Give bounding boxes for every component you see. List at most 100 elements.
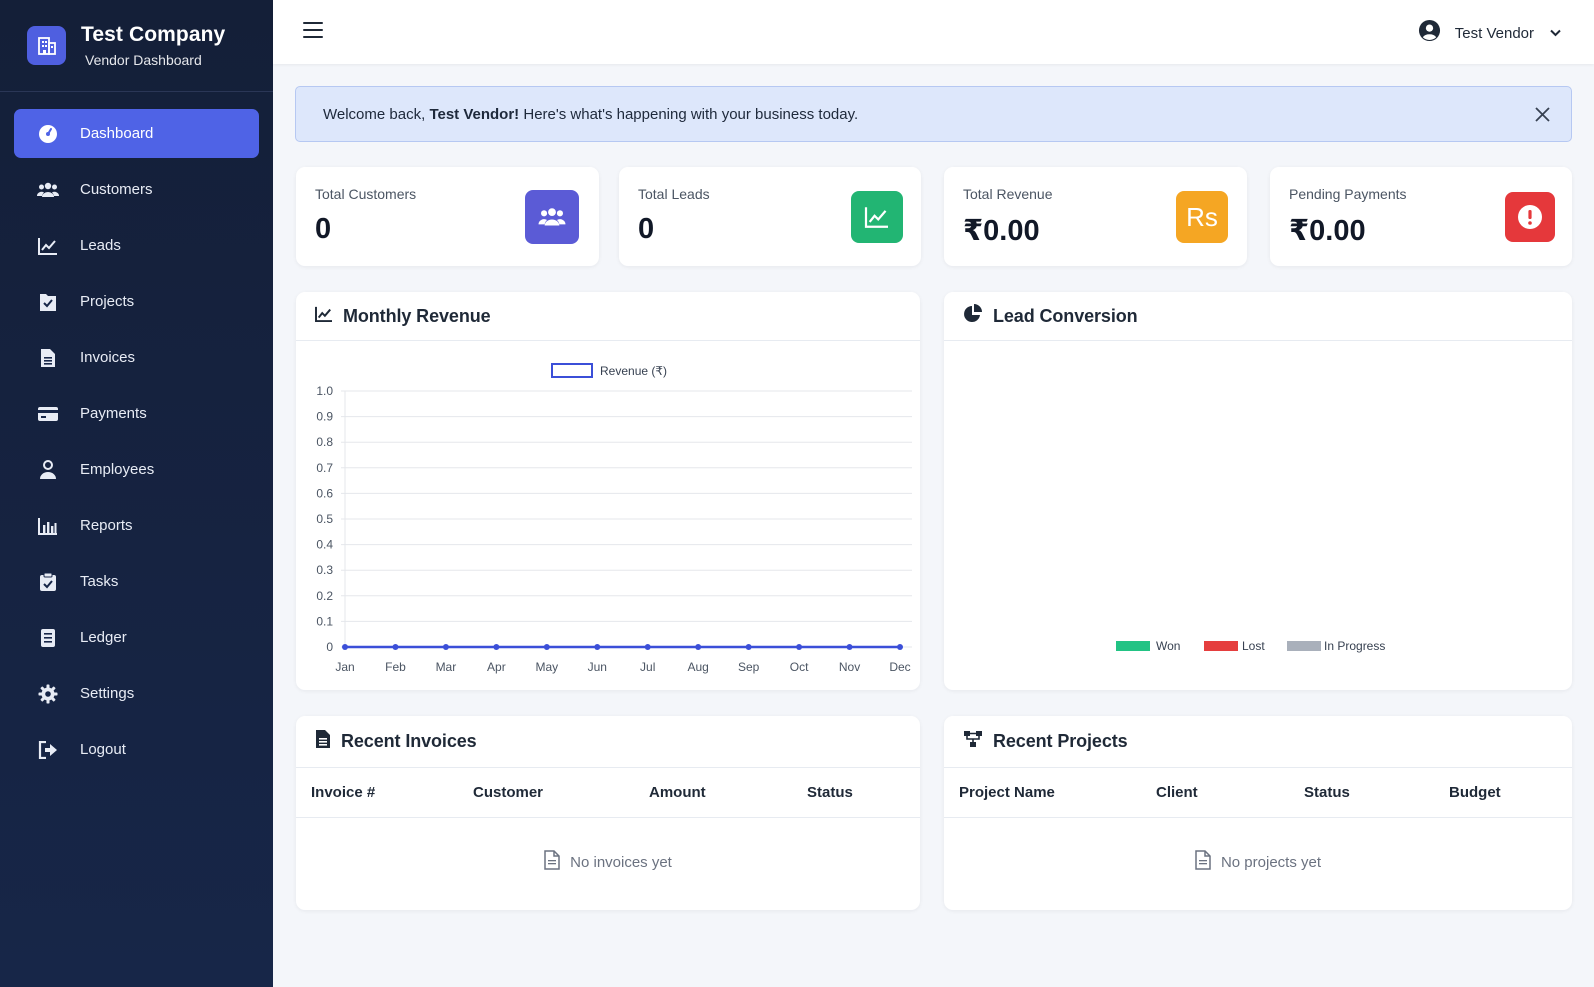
sidebar-item-payments[interactable]: Payments <box>14 389 259 438</box>
y-tick-label: 0.7 <box>316 461 333 475</box>
y-tick-label: 0.9 <box>316 410 333 424</box>
sidebar-item-label: Projects <box>80 293 135 310</box>
stat-card-pending-payments: Pending Payments ₹0.00 <box>1270 167 1572 266</box>
sidebar-item-reports[interactable]: Reports <box>14 501 259 550</box>
legend-label: In Progress <box>1324 639 1385 653</box>
column-header[interactable]: Client <box>1156 784 1198 801</box>
sidebar-item-label: Logout <box>80 741 126 758</box>
users-icon <box>525 190 579 244</box>
revenue-line-chart: 0 0.1 0.2 0.3 0.4 0.5 0.6 0.7 0.8 0.9 1.0 Jan Feb Mar… <box>316 363 912 674</box>
invoices-empty-state: No invoices yet <box>296 850 920 874</box>
sidebar-item-settings[interactable]: Settings <box>14 669 259 718</box>
users-icon <box>37 179 59 201</box>
sidebar-item-tasks[interactable]: Tasks <box>14 557 259 606</box>
card-header: Lead Conversion <box>944 292 1572 341</box>
stat-card-total-revenue: Total Revenue ₹0.00 Rs <box>944 167 1247 266</box>
folder-check-icon <box>37 291 59 313</box>
y-tick-label: 0.2 <box>316 589 333 603</box>
card-title: Recent Invoices <box>341 731 477 751</box>
dashboard-icon <box>37 123 59 145</box>
y-tick-label: 0.5 <box>316 512 333 526</box>
x-tick-label: Sep <box>738 660 760 674</box>
sidebar-item-dashboard[interactable]: Dashboard <box>14 109 259 158</box>
lead-conversion-card: Lead Conversion Won Lost In Progress <box>944 292 1572 690</box>
stat-label: Total Leads <box>638 186 710 202</box>
y-tick-label: 0.6 <box>316 486 333 500</box>
y-tick-label: 0.3 <box>316 563 333 577</box>
user-icon <box>37 459 59 481</box>
data-point <box>796 644 803 650</box>
sidebar-item-logout[interactable]: Logout <box>14 725 259 774</box>
stat-label: Total Revenue <box>963 186 1053 202</box>
sidebar-item-label: Ledger <box>80 629 127 646</box>
sidebar-item-projects[interactable]: Projects <box>14 277 259 326</box>
card-title: Monthly Revenue <box>343 305 491 326</box>
x-tick-label: Oct <box>790 660 809 674</box>
sidebar-item-employees[interactable]: Employees <box>14 445 259 494</box>
sidebar-item-leads[interactable]: Leads <box>14 221 259 270</box>
user-name: Test Vendor <box>1454 24 1534 42</box>
sidebar-item-label: Reports <box>80 517 133 534</box>
card-header: Monthly Revenue <box>296 292 920 341</box>
sidebar-item-label: Customers <box>80 181 153 198</box>
card-header: Recent Projects <box>944 716 1572 768</box>
sidebar-item-customers[interactable]: Customers <box>14 165 259 214</box>
legend-label: Lost <box>1242 639 1265 653</box>
legend-swatch <box>1287 641 1321 651</box>
bar-chart-icon <box>37 515 59 537</box>
menu-toggle-button[interactable] <box>303 22 323 40</box>
document-icon <box>315 729 331 754</box>
sidebar-item-label: Settings <box>80 685 135 702</box>
sidebar-nav: Dashboard Customers Leads Projects Invoi… <box>0 92 273 774</box>
stat-value: 0 <box>638 213 655 245</box>
legend-swatch <box>1116 641 1150 651</box>
data-point <box>846 644 853 650</box>
stat-label: Total Customers <box>315 186 417 202</box>
sidebar-item-invoices[interactable]: Invoices <box>14 333 259 382</box>
invoices-table-header: Invoice # Customer Amount Status <box>296 768 920 818</box>
legend-swatch-revenue <box>551 363 593 378</box>
legend-swatch <box>1204 641 1238 651</box>
column-header[interactable]: Status <box>1304 784 1350 801</box>
column-header[interactable]: Budget <box>1449 784 1501 801</box>
user-avatar-icon <box>1418 19 1441 47</box>
rupee-icon: Rs <box>1176 191 1228 243</box>
chart-line-icon <box>37 235 59 257</box>
x-tick-label: Dec <box>889 660 910 674</box>
sidebar-item-label: Tasks <box>80 573 119 590</box>
legend-label-revenue: Revenue (₹) <box>600 364 667 378</box>
column-header[interactable]: Project Name <box>959 784 1055 801</box>
recent-projects-card: Recent Projects Project Name Client Stat… <box>944 716 1572 910</box>
brand-subtitle: Vendor Dashboard <box>85 52 202 68</box>
column-header[interactable]: Invoice # <box>311 784 376 801</box>
chart-line-icon <box>851 191 903 243</box>
welcome-alert: Welcome back, Test Vendor! Here's what's… <box>295 86 1572 142</box>
column-header[interactable]: Status <box>807 784 853 801</box>
document-icon <box>37 347 59 369</box>
data-point <box>342 644 348 650</box>
x-tick-label: Jul <box>640 660 655 674</box>
empty-message: No invoices yet <box>570 853 672 871</box>
credit-card-icon <box>37 403 59 425</box>
sidebar-item-ledger[interactable]: Ledger <box>14 613 259 662</box>
y-tick-label: 0.8 <box>316 435 333 449</box>
x-tick-label: Aug <box>688 660 709 674</box>
building-icon <box>27 26 66 65</box>
data-point <box>442 644 449 650</box>
close-icon[interactable] <box>1534 106 1551 123</box>
lead-conversion-pie-chart: Won Lost In Progress <box>1116 639 1385 653</box>
topbar: Test Vendor <box>273 0 1594 64</box>
empty-message: No projects yet <box>1220 853 1322 871</box>
card-title: Lead Conversion <box>993 305 1138 326</box>
x-tick-label: May <box>535 660 558 674</box>
stat-card-total-customers: Total Customers 0 <box>296 167 599 266</box>
card-title: Recent Projects <box>993 731 1128 751</box>
alert-message: Welcome back, Test Vendor! Here's what's… <box>323 106 858 123</box>
y-tick-label: 0.1 <box>316 614 333 628</box>
alert-prefix: Welcome back, <box>323 105 430 123</box>
user-menu[interactable]: Test Vendor <box>1418 19 1561 47</box>
column-header[interactable]: Amount <box>649 784 706 801</box>
ledger-icon <box>37 627 59 649</box>
column-header[interactable]: Customer <box>473 784 544 801</box>
file-icon <box>1195 850 1221 874</box>
